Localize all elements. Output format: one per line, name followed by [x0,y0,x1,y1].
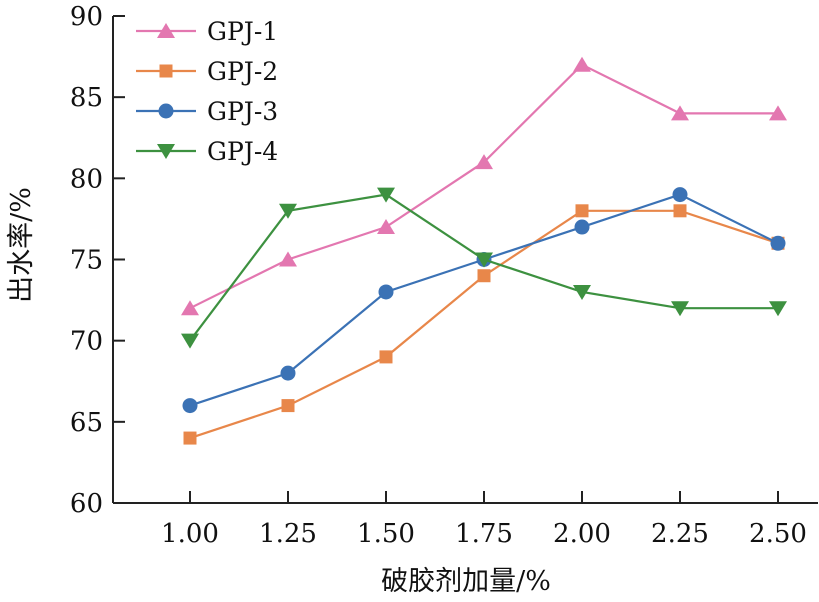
data-point [673,204,687,218]
data-point [377,219,395,235]
data-point [672,187,688,203]
data-point [182,398,198,414]
data-point [770,235,786,251]
y-tick-label: 80 [70,164,103,194]
series-line [189,193,779,407]
y-tick-label: 60 [70,489,103,519]
legend-marker [159,64,173,78]
legend-item: GPJ-1 [136,17,278,46]
y-tick-label: 75 [70,246,103,276]
legend-item: GPJ-4 [136,137,278,166]
data-point [181,333,199,349]
data-point [279,251,297,267]
series-gpj-3 [182,187,786,414]
data-point [377,187,395,203]
data-point [671,105,689,121]
data-point [181,300,199,316]
x-tick-label: 1.50 [357,519,415,549]
x-ticks: 1.00 1.25 1.50 1.75 2.00 2.25 2.50 [161,491,807,549]
x-axis-title: 破胶剂加量/% [381,566,551,597]
y-axis-title: 出水率/% [6,187,37,303]
data-point [573,56,591,72]
data-point [671,301,689,317]
data-point [183,431,197,445]
data-point [378,284,394,300]
x-tick-label: 2.00 [553,519,611,549]
data-point [279,203,297,219]
legend-marker [157,23,175,38]
data-point [477,269,491,283]
series-gpj-1 [181,56,787,316]
series-line [189,209,779,440]
data-point [573,284,591,300]
data-point [475,154,493,170]
legend-item: GPJ-2 [136,57,278,86]
legend-label: GPJ-3 [207,97,278,126]
legend-item: GPJ-3 [136,97,278,126]
data-point [769,105,787,121]
data-point [475,252,493,268]
data-point [769,301,787,317]
y-tick-label: 65 [70,408,103,438]
x-tick-label: 1.25 [259,519,317,549]
series-gpj-4 [181,187,787,349]
legend-marker [157,144,175,159]
y-tick-label: 70 [70,327,103,357]
legend: GPJ-1 GPJ-2 GPJ-3 GPJ-4 [136,17,278,166]
x-tick-label: 1.75 [455,519,513,549]
axes [112,16,818,504]
y-tick-label: 85 [70,83,103,113]
data-point [281,399,295,413]
y-ticks: 60 65 70 75 80 85 90 [70,2,125,519]
x-tick-label: 2.50 [749,519,807,549]
data-point [575,204,589,218]
y-tick-label: 90 [70,2,103,32]
series-layer [181,56,787,445]
data-point [280,365,296,381]
series-gpj-2 [183,204,785,445]
legend-label: GPJ-4 [207,137,278,166]
x-tick-label: 1.00 [161,519,219,549]
legend-label: GPJ-1 [207,17,278,46]
legend-marker [158,103,174,119]
data-point [379,350,393,364]
series-line [189,193,778,342]
x-tick-label: 2.25 [651,519,709,549]
data-point [574,219,590,235]
legend-label: GPJ-2 [207,57,278,86]
